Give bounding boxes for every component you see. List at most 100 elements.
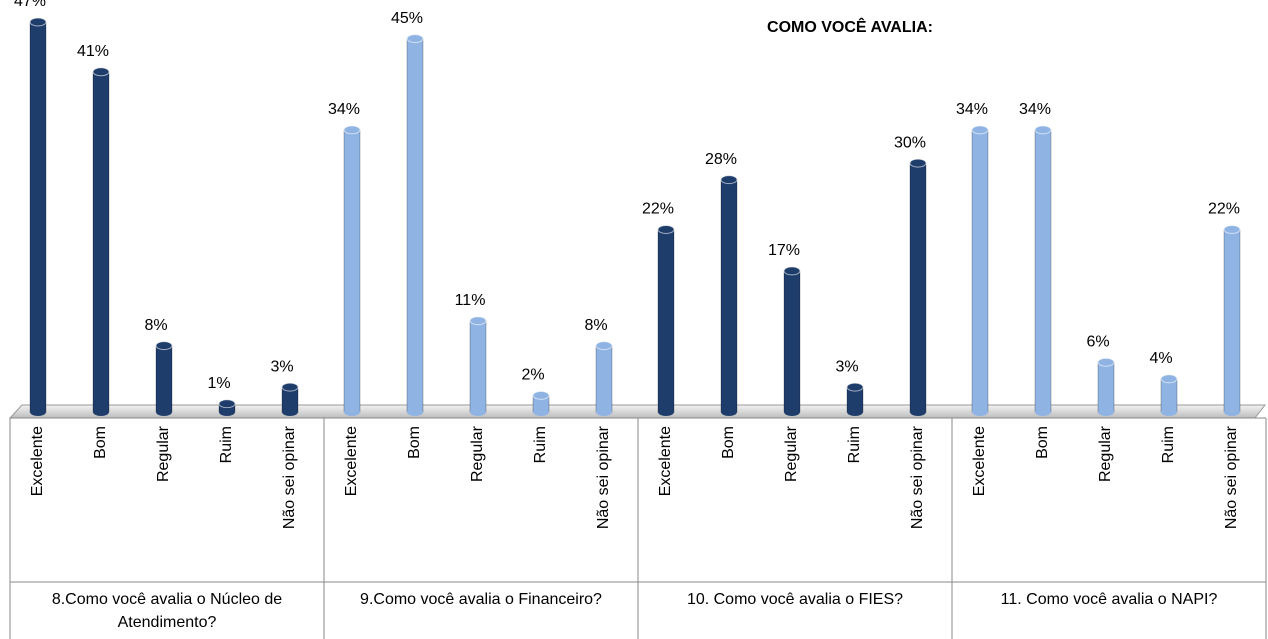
bar-cap — [218, 399, 236, 409]
category-label: Excelente — [971, 426, 988, 496]
bar-base — [282, 408, 298, 416]
bar-base — [847, 408, 863, 416]
bar-base — [1098, 408, 1114, 416]
value-label: 30% — [894, 134, 926, 151]
bar — [720, 179, 738, 413]
bar-cap — [909, 158, 927, 168]
value-label: 8% — [584, 317, 607, 334]
group-label: 11. Como você avalia o NAPI? — [1000, 591, 1218, 608]
bar-base — [219, 408, 235, 416]
bar — [909, 162, 927, 413]
category-label: Ruim — [218, 426, 235, 463]
value-label: 1% — [207, 375, 230, 392]
category-label: Não sei opinar — [281, 425, 298, 529]
bar — [92, 71, 110, 413]
bar-cap — [155, 341, 173, 351]
bar — [469, 320, 487, 413]
category-label: Bom — [1034, 426, 1051, 459]
value-label: 8% — [144, 317, 167, 334]
bar-cap — [532, 390, 550, 400]
category-label: Ruim — [532, 426, 549, 463]
floor — [8, 404, 1267, 419]
value-label: 11% — [455, 292, 486, 309]
value-label: 6% — [1086, 333, 1109, 350]
category-label: Excelente — [657, 426, 674, 496]
bar-cap — [783, 266, 801, 276]
bar-cap — [595, 341, 613, 351]
bar — [1160, 378, 1178, 413]
value-label: 22% — [1208, 201, 1240, 218]
value-label: 34% — [328, 101, 360, 118]
category-label: Bom — [720, 426, 737, 459]
category-label: Excelente — [343, 426, 360, 496]
bar-base — [30, 408, 46, 416]
bar — [657, 228, 675, 413]
category-label: Não sei opinar — [909, 425, 926, 529]
bar-base — [910, 408, 926, 416]
category-label: Não sei opinar — [595, 425, 612, 529]
group-label: 10. Como você avalia o FIES? — [686, 591, 904, 608]
bar-cap — [720, 175, 738, 185]
bar-base — [972, 408, 988, 416]
category-label: Ruim — [1160, 426, 1177, 463]
bar-cap — [1223, 224, 1241, 234]
bar — [343, 129, 361, 413]
category-label: Ruim — [846, 426, 863, 463]
bar-cap — [343, 125, 361, 135]
bar — [155, 345, 173, 413]
group-label: 8.Como você avalia o Núcleo de Atendimen… — [51, 591, 283, 631]
bar-cap — [1097, 357, 1115, 367]
bar-base — [784, 408, 800, 416]
bar — [1223, 228, 1241, 413]
value-label: 41% — [77, 43, 109, 60]
category-label: Não sei opinar — [1223, 425, 1240, 529]
bar — [1034, 129, 1052, 413]
value-label: 2% — [521, 367, 544, 384]
value-label: 34% — [1019, 101, 1051, 118]
bar — [595, 345, 613, 413]
category-label: Regular — [1097, 425, 1114, 482]
category-label: Excelente — [29, 426, 46, 496]
bar-base — [1161, 408, 1177, 416]
category-label: Regular — [783, 425, 800, 482]
bar-cap — [29, 17, 47, 27]
bar-cap — [971, 125, 989, 135]
bar-cap — [1160, 374, 1178, 384]
bar-cap — [92, 67, 110, 77]
bar-base — [658, 408, 674, 416]
bar-base — [93, 408, 109, 416]
value-label: 34% — [956, 101, 988, 118]
bar-cap — [846, 382, 864, 392]
bar — [1097, 361, 1115, 413]
bar-cap — [406, 34, 424, 44]
bar-base — [344, 408, 360, 416]
value-label: 22% — [642, 201, 674, 218]
bar-base — [470, 408, 486, 416]
group-label: 9.Como você avalia o Financeiro? — [360, 591, 602, 608]
bar-base — [1224, 408, 1240, 416]
bar — [29, 21, 47, 413]
bar — [406, 38, 424, 413]
value-label: 3% — [835, 358, 858, 375]
category-label: Regular — [469, 425, 486, 482]
value-label: 17% — [768, 242, 800, 259]
value-label: 45% — [391, 10, 423, 27]
bar-base — [533, 408, 549, 416]
bar-base — [1035, 408, 1051, 416]
category-label: Bom — [92, 426, 109, 459]
value-label: 28% — [705, 151, 737, 168]
category-label: Bom — [406, 426, 423, 459]
bar-cap — [1034, 125, 1052, 135]
bar-base — [596, 408, 612, 416]
bar-base — [156, 408, 172, 416]
value-label: 3% — [270, 358, 293, 375]
bar-cap — [657, 224, 675, 234]
bar-cap — [469, 316, 487, 326]
bar-base — [407, 408, 423, 416]
bar-base — [721, 408, 737, 416]
value-label: 47% — [14, 0, 46, 10]
bar — [971, 129, 989, 413]
chart-title: COMO VOCÊ AVALIA: — [767, 17, 933, 36]
category-label: Regular — [155, 425, 172, 482]
